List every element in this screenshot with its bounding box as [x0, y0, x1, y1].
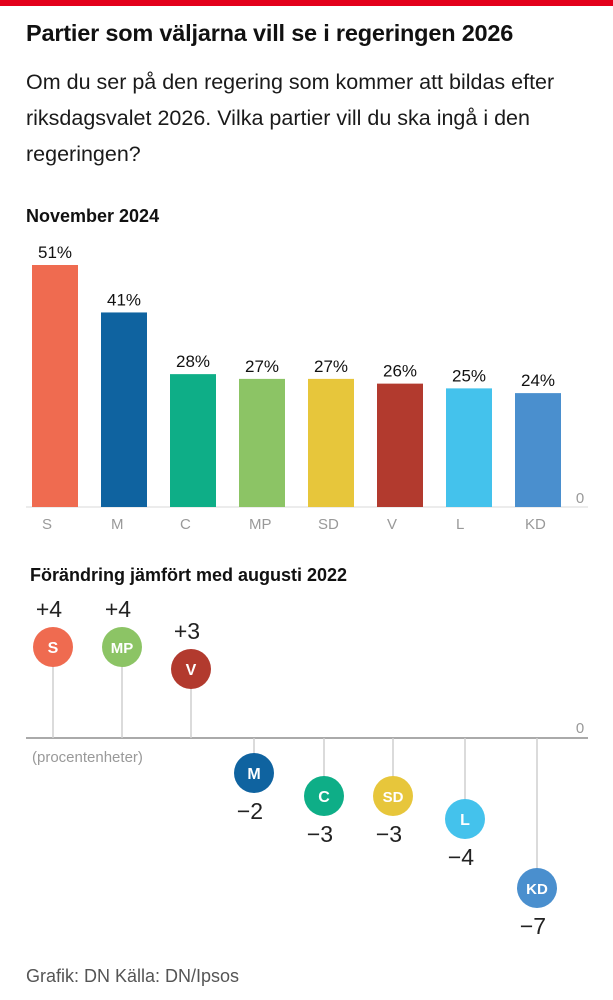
bar-category-label-sd: SD	[318, 516, 339, 533]
dot-label-sd: SD	[383, 789, 404, 806]
dot-c	[304, 776, 344, 816]
bar-category-label-kd: KD	[525, 516, 546, 533]
bar-c	[170, 374, 216, 507]
bar-mp	[239, 378, 285, 507]
bar-value-label-s: 51%	[38, 243, 72, 262]
bar-value-label-mp: 27%	[245, 357, 279, 376]
bar-category-label-l: L	[456, 516, 464, 533]
source-footer: Grafik: DN Källa: DN/Ipsos	[26, 966, 240, 986]
bar-chart: 0 51% S 41% M 28% C 27% MP 27% SD 26% V 25% L 24% KD	[26, 243, 588, 533]
change-value-m: −2	[237, 798, 263, 824]
dot-label-v: V	[186, 662, 197, 679]
dot-label-c: C	[318, 789, 330, 806]
dot-sd	[373, 776, 413, 816]
unit-note: (procentenheter)	[32, 749, 143, 766]
bar-l	[446, 388, 492, 507]
bar-category-label-v: V	[387, 516, 397, 533]
dot-m	[234, 753, 274, 793]
bar-m	[101, 312, 147, 507]
bar-section-title: November 2024	[26, 206, 160, 226]
change-section-title: Förändring jämfört med augusti 2022	[30, 565, 348, 585]
change-value-sd: −3	[376, 821, 402, 847]
chart-subtitle: Om du ser på den regering som kommer att…	[26, 70, 555, 166]
bar-category-label-m: M	[111, 516, 124, 533]
dot-v	[171, 649, 211, 689]
dot-mp	[102, 627, 142, 667]
change-value-s: +4	[36, 596, 62, 622]
chart-title: Partier som väljarna vill se i regeringe…	[26, 20, 514, 46]
bar-category-label-c: C	[180, 516, 191, 533]
bar-value-label-c: 28%	[176, 352, 210, 371]
bar-sd	[308, 378, 354, 507]
bar-kd	[515, 393, 561, 507]
dot-l	[445, 799, 485, 839]
bar-value-label-m: 41%	[107, 290, 141, 309]
bar-zero-label: 0	[576, 490, 584, 507]
bar-s	[32, 265, 78, 507]
change-value-v: +3	[174, 618, 200, 644]
dot-label-m: M	[247, 766, 260, 783]
change-zero-label: 0	[576, 720, 584, 737]
dot-label-l: L	[460, 812, 470, 829]
change-chart: 0 (procentenheter) S +4 MP +4 V +3 M −2 C −3 SD −3 L −4…	[26, 596, 588, 939]
change-value-kd: −7	[520, 913, 546, 939]
bar-value-label-v: 26%	[383, 362, 417, 381]
bar-category-label-mp: MP	[249, 516, 272, 533]
bar-value-label-kd: 24%	[521, 371, 555, 390]
dot-s	[33, 627, 73, 667]
bar-value-label-l: 25%	[452, 366, 486, 385]
change-value-l: −4	[448, 844, 474, 870]
bar-value-label-sd: 27%	[314, 357, 348, 376]
bar-v	[377, 383, 423, 507]
dot-label-s: S	[48, 640, 59, 657]
dot-label-mp: MP	[111, 640, 134, 657]
dot-kd	[517, 868, 557, 908]
change-value-mp: +4	[105, 596, 131, 622]
top-accent-bar	[0, 0, 613, 6]
dot-label-kd: KD	[526, 881, 548, 898]
change-value-c: −3	[307, 821, 333, 847]
bar-category-label-s: S	[42, 516, 52, 533]
